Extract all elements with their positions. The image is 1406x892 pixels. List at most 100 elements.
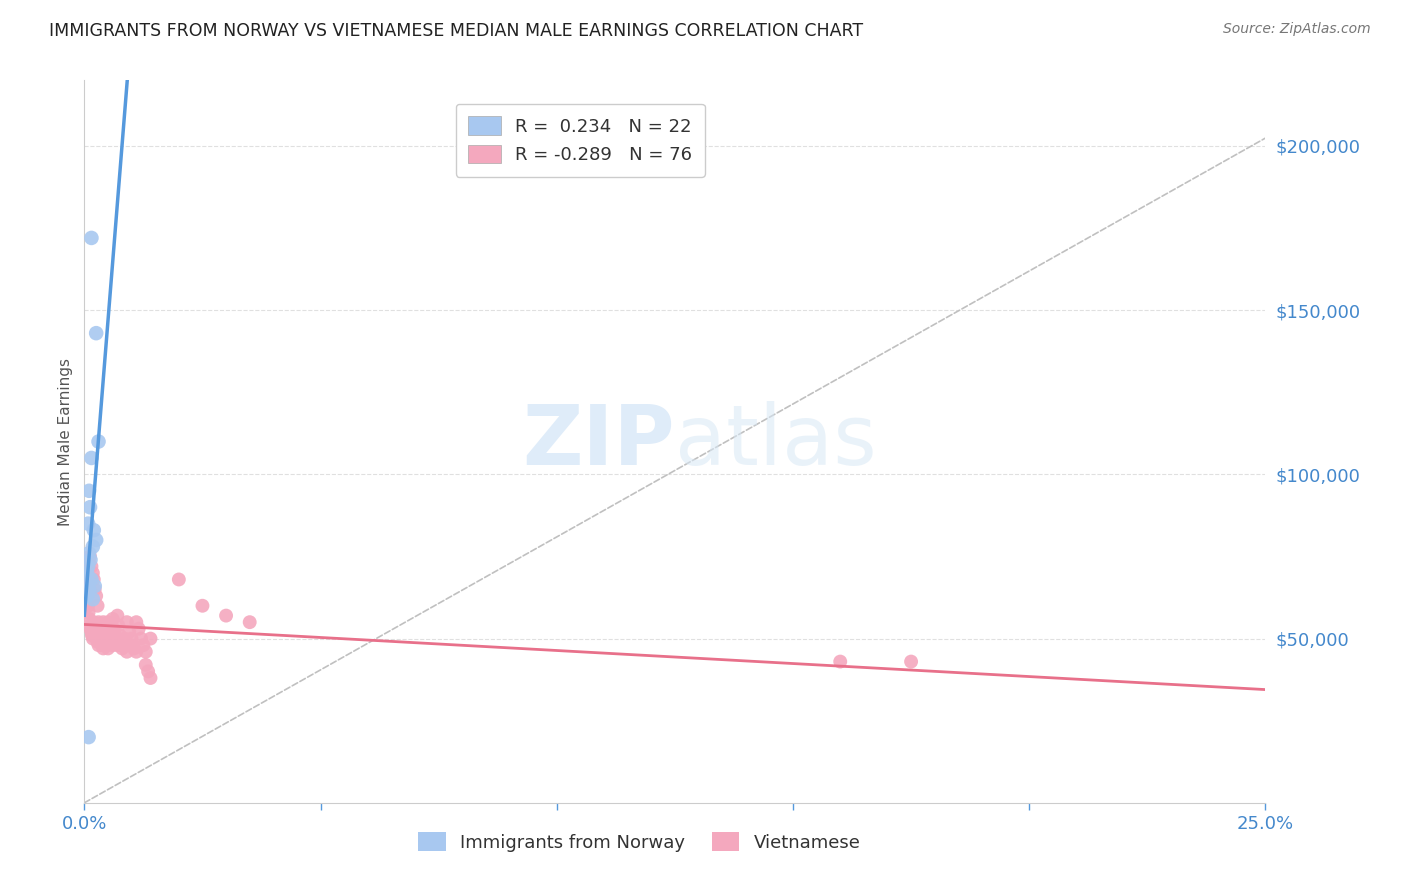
- Point: [90, 622, 112, 636]
- Point: [82, 592, 104, 607]
- Point: [111, 641, 134, 656]
- Point: [83, 622, 105, 636]
- Point: [132, 638, 155, 652]
- Point: [84, 326, 107, 341]
- Point: [91, 638, 114, 652]
- Point: [84, 589, 107, 603]
- Point: [115, 615, 138, 630]
- Point: [79, 622, 101, 636]
- Point: [77, 582, 100, 597]
- Point: [80, 628, 103, 642]
- Point: [76, 566, 98, 580]
- Point: [77, 559, 100, 574]
- Point: [115, 638, 138, 652]
- Point: [101, 638, 124, 652]
- Point: [87, 434, 110, 449]
- Point: [103, 622, 125, 636]
- Point: [107, 638, 129, 652]
- Point: [94, 632, 117, 646]
- Point: [129, 632, 152, 646]
- Point: [77, 573, 100, 587]
- Point: [77, 730, 100, 744]
- Point: [77, 483, 100, 498]
- Point: [125, 615, 148, 630]
- Point: [239, 615, 262, 630]
- Point: [82, 540, 104, 554]
- Point: [84, 625, 107, 640]
- Point: [76, 592, 98, 607]
- Point: [76, 589, 98, 603]
- Point: [87, 615, 110, 630]
- Point: [80, 559, 103, 574]
- Point: [77, 605, 100, 619]
- Point: [83, 573, 105, 587]
- Point: [79, 553, 101, 567]
- Point: [93, 625, 115, 640]
- Point: [90, 632, 112, 646]
- Point: [118, 625, 141, 640]
- Point: [114, 632, 136, 646]
- Point: [104, 628, 127, 642]
- Legend: Immigrants from Norway, Vietnamese: Immigrants from Norway, Vietnamese: [411, 825, 868, 859]
- Point: [77, 546, 100, 560]
- Point: [111, 638, 134, 652]
- Point: [105, 635, 128, 649]
- Point: [107, 618, 129, 632]
- Point: [80, 625, 103, 640]
- Point: [101, 612, 124, 626]
- Point: [139, 632, 162, 646]
- Point: [86, 635, 108, 649]
- Point: [77, 612, 100, 626]
- Point: [86, 599, 108, 613]
- Point: [121, 638, 143, 652]
- Point: [76, 585, 98, 599]
- Text: IMMIGRANTS FROM NORWAY VS VIETNAMESE MEDIAN MALE EARNINGS CORRELATION CHART: IMMIGRANTS FROM NORWAY VS VIETNAMESE MED…: [49, 22, 863, 40]
- Point: [108, 628, 131, 642]
- Point: [121, 632, 143, 646]
- Point: [83, 615, 105, 630]
- Point: [900, 655, 922, 669]
- Point: [125, 645, 148, 659]
- Point: [91, 615, 114, 630]
- Point: [77, 599, 100, 613]
- Point: [76, 575, 98, 590]
- Point: [139, 671, 162, 685]
- Point: [76, 573, 98, 587]
- Point: [84, 533, 107, 547]
- Point: [80, 231, 103, 245]
- Point: [82, 632, 104, 646]
- Point: [83, 582, 105, 597]
- Point: [215, 608, 238, 623]
- Point: [191, 599, 214, 613]
- Point: [107, 608, 129, 623]
- Text: ZIP: ZIP: [523, 401, 675, 482]
- Point: [100, 635, 122, 649]
- Y-axis label: Median Male Earnings: Median Male Earnings: [58, 358, 73, 525]
- Point: [97, 615, 120, 630]
- Point: [115, 645, 138, 659]
- Point: [83, 579, 105, 593]
- Point: [82, 566, 104, 580]
- Point: [135, 645, 157, 659]
- Point: [128, 622, 150, 636]
- Text: atlas: atlas: [675, 401, 876, 482]
- Point: [167, 573, 190, 587]
- Point: [91, 641, 114, 656]
- Point: [86, 632, 108, 646]
- Point: [96, 638, 118, 652]
- Point: [122, 641, 145, 656]
- Point: [80, 573, 103, 587]
- Point: [79, 549, 101, 564]
- Point: [79, 500, 101, 515]
- Text: Source: ZipAtlas.com: Source: ZipAtlas.com: [1223, 22, 1371, 37]
- Point: [135, 657, 157, 672]
- Point: [83, 523, 105, 537]
- Point: [97, 622, 120, 636]
- Point: [80, 450, 103, 465]
- Point: [87, 638, 110, 652]
- Point: [79, 618, 101, 632]
- Point: [110, 635, 132, 649]
- Point: [97, 641, 120, 656]
- Point: [77, 559, 100, 574]
- Point: [77, 585, 100, 599]
